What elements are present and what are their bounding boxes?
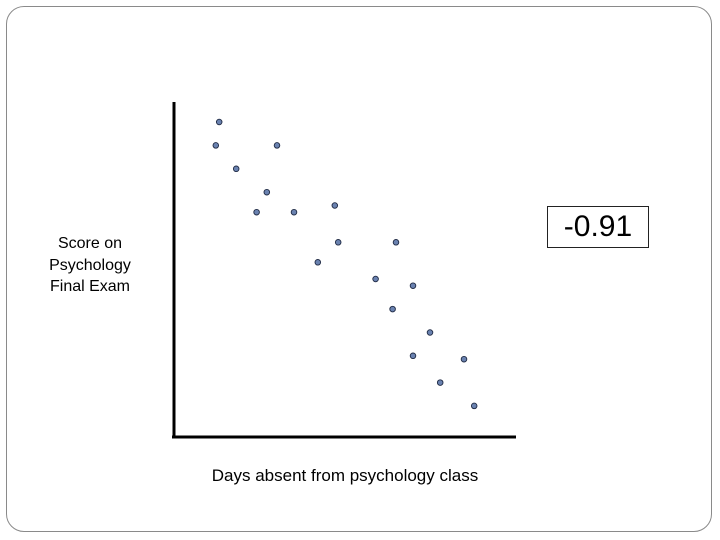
scatter-point-11 <box>314 259 322 266</box>
y-axis-label: Score on Psychology Final Exam <box>49 235 131 295</box>
scatter-point-18 <box>436 379 444 386</box>
scatter-point-8 <box>331 202 339 209</box>
scatter-point-12 <box>372 275 379 283</box>
scatter-point-2 <box>212 142 220 149</box>
scatter-point-10 <box>392 239 400 246</box>
scatter-point-3 <box>273 142 281 149</box>
scatter-point-6 <box>253 208 260 216</box>
scatter-point-1 <box>215 118 223 126</box>
scatter-point-13 <box>409 282 417 289</box>
x-axis-label: Days absent from psychology class <box>211 466 479 485</box>
scatter-point-14 <box>389 305 396 313</box>
slide-frame <box>6 6 712 532</box>
correlation-value: -0.91 <box>563 210 633 243</box>
scatter-point-5 <box>263 188 271 196</box>
scatter-point-16 <box>409 352 417 360</box>
scatter-point-15 <box>426 329 434 336</box>
scatter-point-9 <box>334 239 342 246</box>
data-points <box>212 118 478 410</box>
scatter-point-4 <box>232 165 240 173</box>
scatter-point-19 <box>470 402 478 410</box>
scatter-point-17 <box>460 355 468 363</box>
scatter-point-7 <box>290 208 298 216</box>
correlation-value-box: -0.91 <box>547 206 649 248</box>
